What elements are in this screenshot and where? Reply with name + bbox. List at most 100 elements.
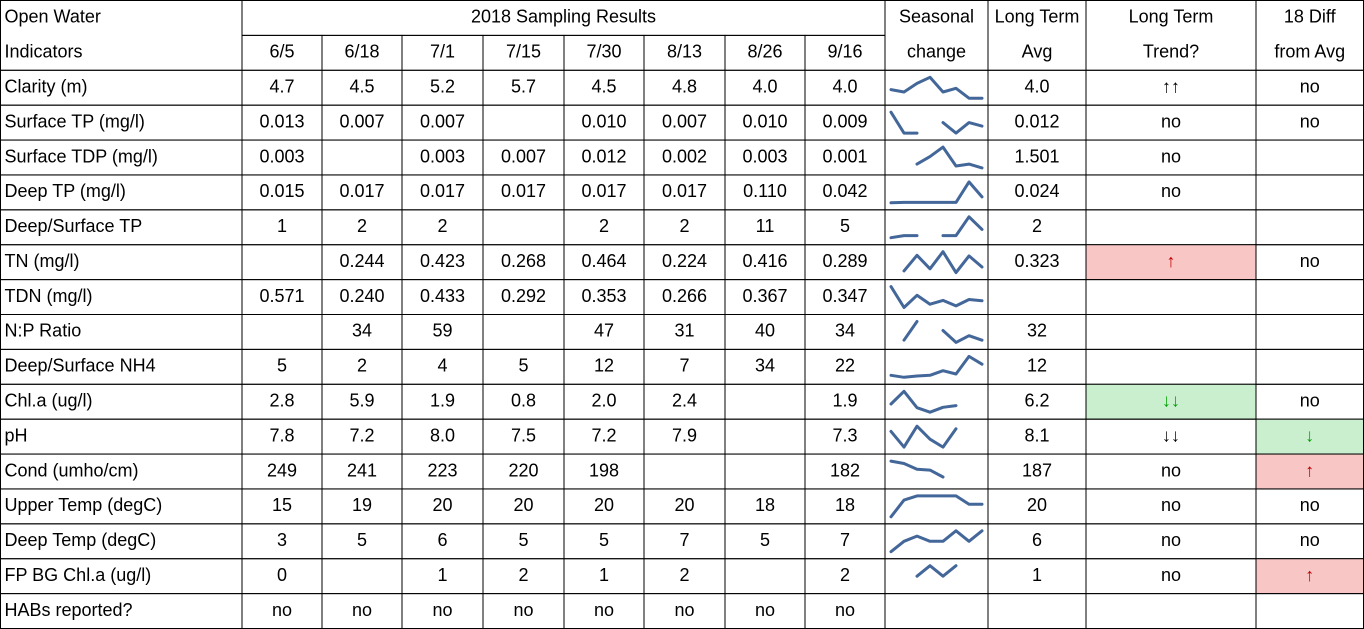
cell-text: 0.017 — [420, 181, 465, 201]
cell-text: Upper Temp (degC) — [5, 495, 163, 515]
cell-text: 0.007 — [662, 111, 707, 131]
cell-text: 0.017 — [662, 181, 707, 201]
cell-text: 0.423 — [420, 251, 465, 271]
cell-text: 4 — [437, 356, 447, 376]
cell-text: no — [1300, 251, 1320, 271]
cell-text: no — [674, 600, 694, 620]
cell-text: 18 — [835, 495, 855, 515]
cell-text: 1 — [599, 565, 609, 585]
cell-text: 0.002 — [662, 146, 707, 166]
cell-text: Indicators — [5, 42, 83, 62]
cell-text: 8/26 — [747, 42, 782, 62]
cell-text: 187 — [1022, 460, 1052, 480]
cell-text: 0.433 — [420, 286, 465, 306]
cell-text: 6/5 — [269, 42, 294, 62]
cell — [884, 418, 989, 455]
cell-text: no — [1300, 111, 1320, 131]
cell-text: no — [1161, 530, 1181, 550]
cell-text: 0.289 — [822, 251, 867, 271]
cell-text: 0.240 — [339, 286, 384, 306]
cell-text: 0.012 — [581, 146, 626, 166]
cell-text: 2.0 — [591, 390, 616, 410]
cell-text: 4.5 — [349, 76, 374, 96]
cell-text: 8.1 — [1024, 425, 1049, 445]
cell-text: Long Term — [995, 7, 1080, 27]
cell-text: 241 — [347, 460, 377, 480]
cell-text: 0.224 — [662, 251, 707, 271]
cell-text: 0.464 — [581, 251, 626, 271]
cell — [1255, 279, 1364, 316]
cell-text: 0.292 — [501, 286, 546, 306]
cell-text: ↓ — [1305, 425, 1314, 445]
cell-text: Seasonal — [899, 7, 974, 27]
cell-text: 5 — [599, 530, 609, 550]
cell-text: 6.2 — [1024, 390, 1049, 410]
cell-text: 7.5 — [511, 425, 536, 445]
cell-text: 18 Diff — [1284, 7, 1337, 27]
cell-text: 2.4 — [672, 390, 697, 410]
sparkline — [917, 566, 982, 577]
sparkline — [891, 461, 982, 482]
cell-text: 7.2 — [591, 425, 616, 445]
cell-text: 0.007 — [420, 111, 465, 131]
cell-text: 12 — [1027, 356, 1047, 376]
cell-text: no — [1300, 390, 1320, 410]
cell — [321, 139, 403, 176]
cell-text: 8/13 — [667, 42, 702, 62]
cell — [1255, 593, 1364, 629]
cell-text: 3 — [277, 530, 287, 550]
cell — [1085, 244, 1257, 281]
cell-text: 0.001 — [822, 146, 867, 166]
cell-text: no — [835, 600, 855, 620]
cell-text: 7 — [679, 356, 689, 376]
sparkline — [889, 110, 984, 135]
cell — [482, 314, 565, 350]
cell-text: pH — [5, 425, 28, 445]
cell-text: 0.003 — [420, 146, 465, 166]
cell-text: Cond (umho/cm) — [5, 460, 139, 480]
cell-text: 0.353 — [581, 286, 626, 306]
cell-text: 0.042 — [822, 181, 867, 201]
cell-text: 220 — [508, 460, 538, 480]
cell — [987, 593, 1087, 629]
cell-text: 7.9 — [672, 425, 697, 445]
cell-text: 4.0 — [1024, 76, 1049, 96]
cell — [884, 174, 989, 211]
cell-text: 11 — [756, 216, 775, 236]
cell-text: from Avg — [1274, 42, 1345, 62]
cell-text: 7.3 — [832, 425, 857, 445]
cell-text: 4.8 — [672, 76, 697, 96]
sparkline — [915, 145, 984, 170]
cell-text: 20 — [513, 495, 533, 515]
cell-text: 2 — [357, 216, 367, 236]
cell-text: 5 — [518, 356, 528, 376]
cell-text: no — [1161, 146, 1181, 166]
cell-text: 5 — [840, 216, 850, 236]
cell-text: 2 — [679, 216, 689, 236]
cell-text: 0.003 — [742, 146, 787, 166]
cell — [1255, 139, 1364, 176]
cell — [884, 348, 989, 385]
cell-text: 2 — [1032, 216, 1042, 236]
cell-text: 0.110 — [743, 181, 787, 201]
cell-text: 2 — [518, 565, 528, 585]
cell-text: 2018 Sampling Results — [471, 7, 656, 27]
cell-text: 7.8 — [269, 425, 294, 445]
cell — [1255, 418, 1364, 455]
cell-text: 31 — [674, 321, 694, 341]
cell-text: ↑ — [1305, 565, 1314, 585]
cell — [1085, 209, 1257, 246]
cell — [1085, 348, 1257, 385]
cell-text: Deep/Surface TP — [5, 216, 143, 236]
cell-text: 0.367 — [742, 286, 787, 306]
cell — [884, 139, 989, 176]
cell-text: 0.007 — [501, 146, 546, 166]
cell-text: 7.2 — [349, 425, 374, 445]
cell — [884, 209, 989, 246]
cell-text: no — [1300, 76, 1320, 96]
cell — [321, 558, 403, 595]
cell-text: 0.003 — [259, 146, 304, 166]
cell-text: no — [594, 600, 614, 620]
cell-text: 6 — [1032, 530, 1042, 550]
cell-text: no — [755, 600, 775, 620]
